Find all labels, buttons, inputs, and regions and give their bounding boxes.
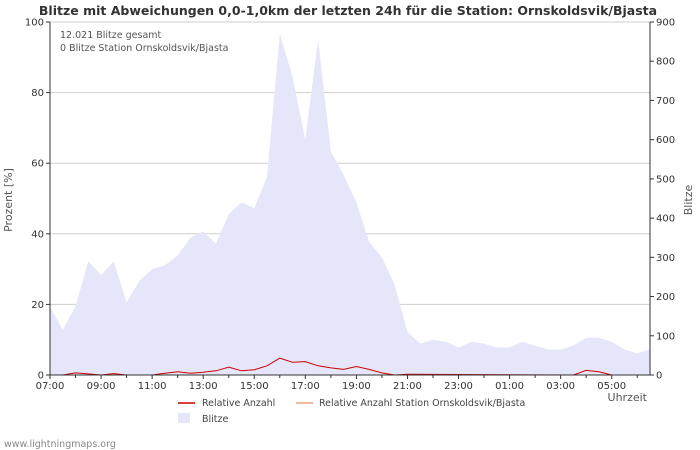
tick-label-right: 800 [656,57,675,68]
blitze-area-series [50,33,650,376]
tick-label-left: 20 [31,300,44,311]
legend-label-blitze: Blitze [202,414,229,425]
legend-label-relative: Relative Anzahl [202,398,275,409]
tick-label-x: 09:00 [87,381,116,392]
legend: Relative Anzahl Relative Anzahl Station … [178,398,525,425]
tick-label-left: 0 [38,371,44,382]
chart-title: Blitze mit Abweichungen 0,0-1,0km der le… [39,3,657,18]
tick-label-right: 600 [656,135,675,146]
tick-label-right: 200 [656,292,675,303]
tick-label-right: 100 [656,331,675,342]
tick-label-right: 900 [656,18,675,29]
gridlines [50,21,650,305]
tick-label-right: 300 [656,253,675,264]
tick-label-left: 40 [31,229,44,240]
y-ticks-right: 0 100 200 300 400 500 600 700 800 900 [656,18,675,382]
y-axis-right-label: Blitze [682,185,695,216]
y-ticks-left: 0 20 40 60 80 100 [25,18,44,382]
legend-swatch-blitze [178,413,190,423]
axes [46,21,654,379]
x-axis-label: Uhrzeit [608,391,648,404]
tick-label-right: 400 [656,214,675,225]
legend-label-station: Relative Anzahl Station Ornskoldsvik/Bja… [319,398,525,409]
annotation-station: 0 Blitze Station Ornskoldsvik/Bjasta [60,43,228,54]
tick-label-left: 80 [31,88,44,99]
tick-label-x: 15:00 [240,381,269,392]
tick-label-right: 700 [656,96,675,107]
tick-label-x: 03:00 [546,381,575,392]
tick-label-right: 500 [656,174,675,185]
tick-label-x: 23:00 [444,381,473,392]
tick-label-left: 100 [25,18,44,29]
tick-label-x: 05:00 [597,381,626,392]
tick-label-x: 17:00 [291,381,320,392]
y-axis-left-label: Prozent [%] [2,168,15,232]
tick-label-right: 0 [656,371,662,382]
tick-label-left: 60 [31,159,44,170]
tick-label-x: 01:00 [495,381,524,392]
footer-credit: www.lightningmaps.org [4,439,116,450]
annotation-total: 12.021 Blitze gesamt [60,30,162,41]
x-ticks: 07:00 09:00 11:00 13:00 15:00 17:00 19:00 21:00… [36,381,627,392]
tick-label-x: 11:00 [138,381,167,392]
tick-label-x: 07:00 [36,381,65,392]
blitze-area [50,33,650,376]
tick-label-x: 19:00 [342,381,371,392]
tick-label-x: 13:00 [189,381,218,392]
tick-label-x: 21:00 [393,381,422,392]
